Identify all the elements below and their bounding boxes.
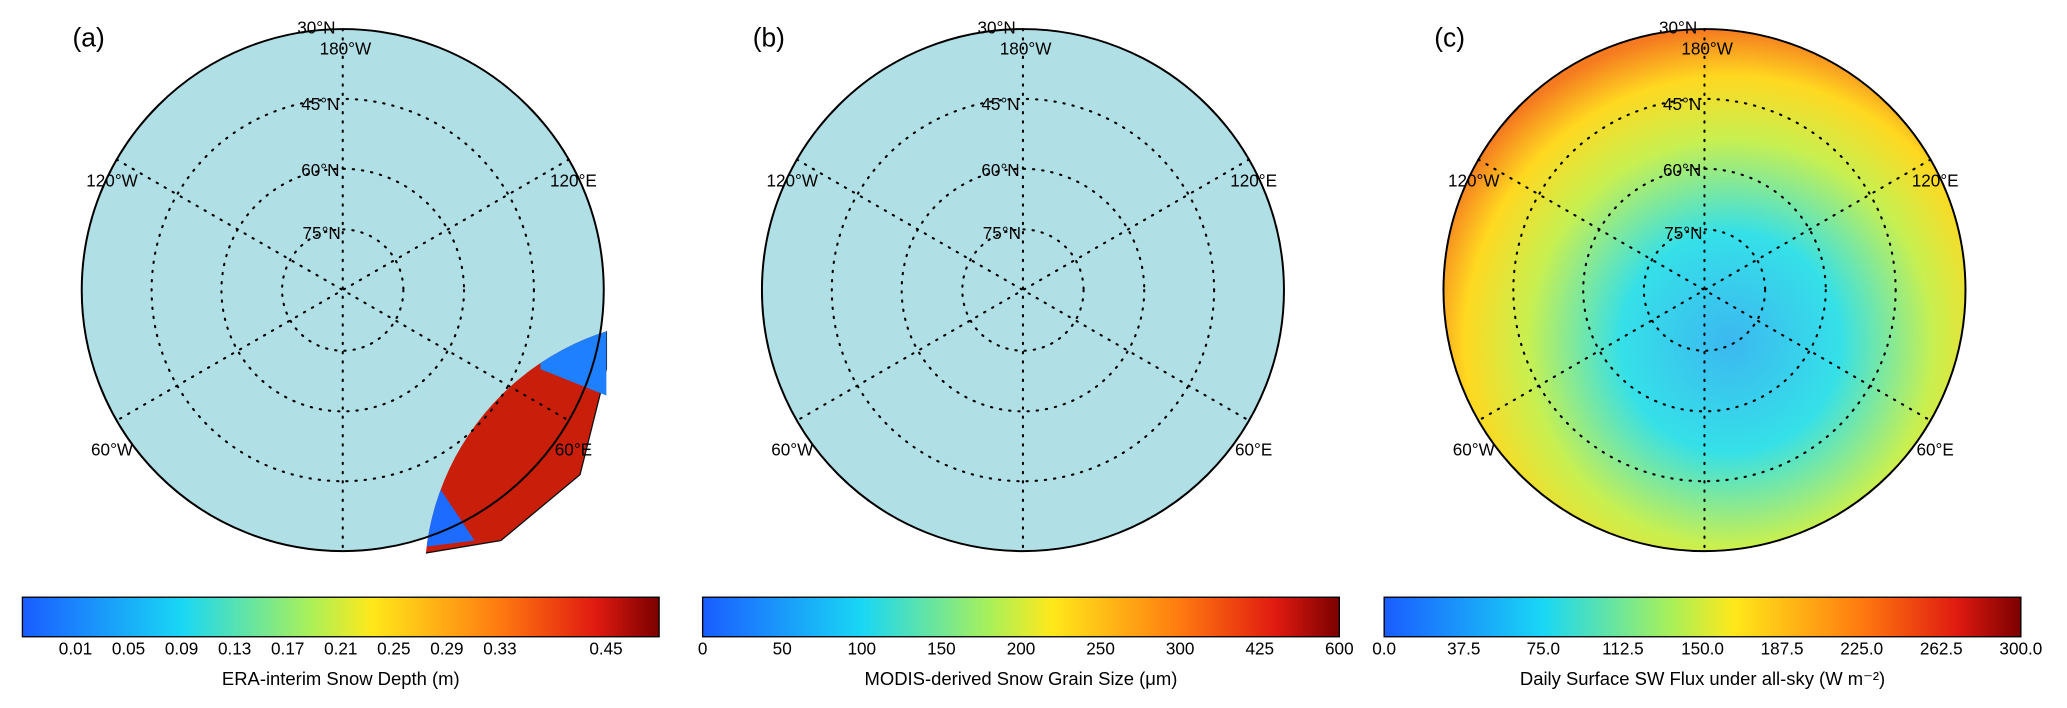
grid-label: 45°N [301,94,339,114]
colorbar-tick-label: 225.0 [1840,638,1883,658]
colorbar-tick-label: 425 [1245,638,1274,658]
ocean [1443,29,1966,552]
grid-label: 60°E [555,439,592,459]
colorbar-title: MODIS-derived Snow Grain Size (μm) [865,668,1178,689]
latitude-circle [1642,228,1767,352]
colorbar-tick-label: 150.0 [1681,638,1724,658]
grid-label: 60°E [1235,439,1272,459]
colorbar-tick-label: 600 [1325,638,1354,658]
grid-label: 180°W [320,39,372,59]
grid-label: 60°W [771,439,814,459]
grid-label: 45°N [981,94,1019,114]
colorbar-tick-label: 0.0 [1372,638,1396,658]
panel-label: (b) [753,23,785,53]
grid-label: 60°W [91,439,134,459]
meridian [1477,158,1932,422]
colorbar-tick-label: 75.0 [1527,638,1560,658]
meridian [115,158,570,422]
grid-label: 60°N [1663,160,1701,180]
meridian [115,158,570,422]
colorbar-title: Daily Surface SW Flux under all-sky (W m… [1520,668,1885,689]
colorbar-tick-label: 0.01 [59,638,92,658]
colorbar [701,596,1340,638]
colorbar-tick-label: 262.5 [1920,638,1963,658]
grid-label: 120°E [1912,171,1959,191]
grid-label: 30°N [1659,18,1697,38]
latitude-circle [961,228,1085,352]
colorbar [21,596,660,638]
ocean [761,29,1284,552]
grid-label: 60°E [1917,439,1954,459]
meridian [1477,158,1932,422]
grid-label: 60°W [1453,439,1496,459]
colorbar-tick-label: 300 [1166,638,1195,658]
map-border [1442,28,1967,553]
grid-label: 120°W [1448,171,1500,191]
panel-label: (c) [1434,23,1465,53]
grid-label: 120°E [1230,171,1277,191]
latitude-circle [830,97,1216,483]
grid-label: 75°N [303,223,341,243]
grid-label: 180°W [1681,39,1733,59]
colorbar-tick-label: 0.09 [165,638,198,658]
colorbar-tick-label: 0.29 [430,638,463,658]
colorbar-tick-label: 187.5 [1761,638,1804,658]
latitude-circle [150,97,535,483]
grid-label: 120°E [550,171,597,191]
colorbar-tick-label: 150 [927,638,956,658]
grid-label: 30°N [297,18,335,38]
colorbar-tick-label: 0.13 [218,638,251,658]
map-border [760,28,1285,553]
latitude-circle [1512,97,1897,483]
grid-label: 120°W [86,171,138,191]
colorbar-tick-label: 50 [773,638,792,658]
colorbar-tick-label: 37.5 [1447,638,1480,658]
colorbar-title: ERA-interim Snow Depth (m) [222,668,460,689]
colorbar-tick-label: 0.33 [483,638,516,658]
colorbar-tick-label: 0.45 [589,638,622,658]
colorbar-tick-label: 200 [1007,638,1036,658]
colorbar-tick-label: 250 [1086,638,1115,658]
colorbar-tick-label: 0.21 [324,638,357,658]
map-border [80,28,605,553]
panel-label: (a) [73,23,105,53]
grid-label: 60°N [301,160,339,180]
colorbar-tick-label: 300.0 [1999,638,2042,658]
colorbar-tick-label: 0.25 [377,638,410,658]
colorbar-tick-label: 100 [848,638,877,658]
colorbar-tick-label: 0.05 [112,638,145,658]
latitude-circle [281,228,405,352]
grid-label: 45°N [1663,94,1701,114]
grid-label: 180°W [1000,39,1052,59]
grid-label: 75°N [1664,223,1702,243]
grid-label: 75°N [983,223,1021,243]
meridian [795,158,1251,422]
grid-label: 120°W [766,171,818,191]
grid-label: 60°N [981,160,1019,180]
colorbar-tick-label: 0.17 [271,638,304,658]
colorbar-tick-label: 112.5 [1602,638,1644,658]
meridian [795,158,1251,422]
colorbar-tick-label: 0 [698,638,708,658]
ocean [81,29,604,552]
colorbar [1383,596,2022,638]
grid-label: 30°N [977,18,1015,38]
